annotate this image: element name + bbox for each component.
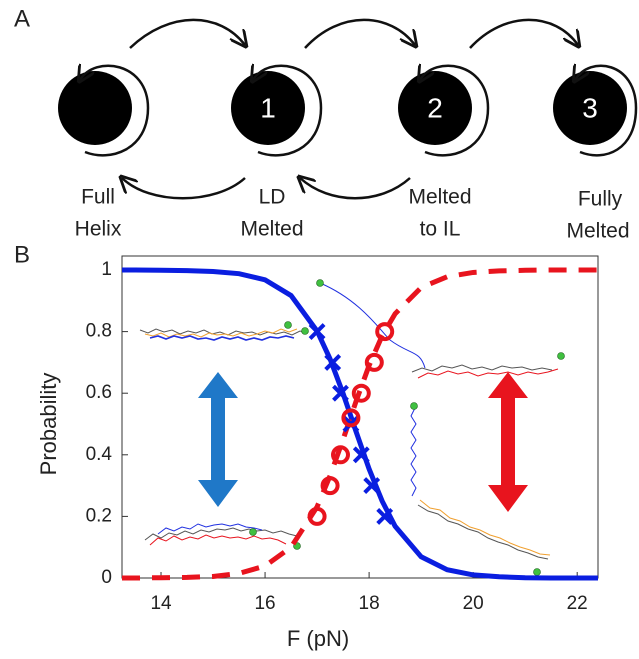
panel-label: B xyxy=(14,241,30,268)
state-circles xyxy=(58,71,627,145)
curve xyxy=(122,267,598,581)
trace xyxy=(419,499,551,556)
trace xyxy=(417,368,559,379)
trace xyxy=(139,328,309,336)
state-caption: LD xyxy=(259,186,286,209)
self-loop xyxy=(80,66,150,157)
state-circle xyxy=(553,71,627,145)
trace-end xyxy=(284,321,292,329)
trace-end xyxy=(249,528,257,536)
backward-arrow xyxy=(300,178,411,200)
point-marker xyxy=(332,384,349,402)
point-marker xyxy=(351,383,371,403)
trace-ends xyxy=(249,279,565,576)
point-marker xyxy=(320,476,340,496)
x-tick-label: 18 xyxy=(359,593,380,614)
point-marker xyxy=(376,507,394,525)
trace xyxy=(157,523,263,535)
self-loop xyxy=(575,66,638,157)
y-axis-label: Probability xyxy=(36,373,61,476)
x-axis-label: F (pN) xyxy=(287,626,349,651)
x-tick-label: 14 xyxy=(150,593,172,614)
y-tick-label: 0.6 xyxy=(86,382,112,403)
point-marker xyxy=(307,506,327,526)
traces xyxy=(139,282,559,560)
trace xyxy=(144,527,298,541)
double-arrow xyxy=(198,372,238,507)
forward-arrow xyxy=(129,18,245,48)
state-caption: Melted xyxy=(408,186,471,209)
point-marker xyxy=(375,322,395,342)
trace-end xyxy=(533,568,541,576)
state-circle xyxy=(58,71,132,145)
trace-end xyxy=(557,352,565,360)
double-arrow xyxy=(488,372,528,512)
trace xyxy=(411,364,553,373)
state-caption: to IL xyxy=(420,218,461,241)
x-tick-label: 16 xyxy=(254,593,275,614)
double-arrows xyxy=(198,372,528,512)
point-marker xyxy=(308,323,326,341)
panel-a: A 1 2 3 Full Helix LD Melted Me xyxy=(14,5,638,243)
trace-end xyxy=(410,402,418,410)
point-marker xyxy=(324,353,342,371)
plot-frame xyxy=(121,255,599,579)
trace xyxy=(417,504,549,560)
x-tick-label: 22 xyxy=(567,593,588,614)
x-tick-label: 20 xyxy=(463,593,484,614)
trace xyxy=(144,328,298,338)
state-number: 1 xyxy=(260,92,276,123)
state-caption: Fully xyxy=(578,188,623,211)
state-circle xyxy=(398,71,472,145)
state-caption: Melted xyxy=(566,220,629,243)
trace-end xyxy=(301,327,309,335)
trace xyxy=(149,335,295,341)
y-tick-label: 0 xyxy=(101,567,112,588)
point-marker xyxy=(352,446,370,464)
curve xyxy=(122,267,598,581)
y-tick-label: 0.8 xyxy=(86,321,112,342)
state-caption: Melted xyxy=(240,218,303,241)
state-number: 3 xyxy=(582,92,598,123)
state-caption: Helix xyxy=(75,218,122,241)
self-arrows xyxy=(80,66,638,157)
backward-arrow xyxy=(122,178,246,200)
forward-arrow xyxy=(469,18,578,48)
point-marker xyxy=(330,445,350,465)
state-numbers: 1 2 3 xyxy=(260,92,598,123)
forward-arrow xyxy=(304,18,415,48)
self-loop xyxy=(420,66,490,157)
state-circle xyxy=(231,71,305,145)
state-caption: Full xyxy=(81,186,115,209)
point-marker xyxy=(364,352,384,372)
state-number: 2 xyxy=(427,92,443,123)
point-marker xyxy=(363,477,381,495)
panel-label: A xyxy=(14,5,30,32)
y-tick-label: 0.2 xyxy=(86,505,112,526)
trace-end xyxy=(316,279,324,287)
trace xyxy=(319,282,426,369)
panel-b: B F (pN) Probability xyxy=(14,241,565,651)
y-tick-label: 0.4 xyxy=(86,444,113,465)
y-tick-label: 1 xyxy=(101,259,112,280)
point-marker xyxy=(341,408,361,428)
trace xyxy=(149,534,287,546)
trace xyxy=(410,407,417,497)
transition-arrows xyxy=(122,18,578,200)
self-loop xyxy=(253,66,323,157)
